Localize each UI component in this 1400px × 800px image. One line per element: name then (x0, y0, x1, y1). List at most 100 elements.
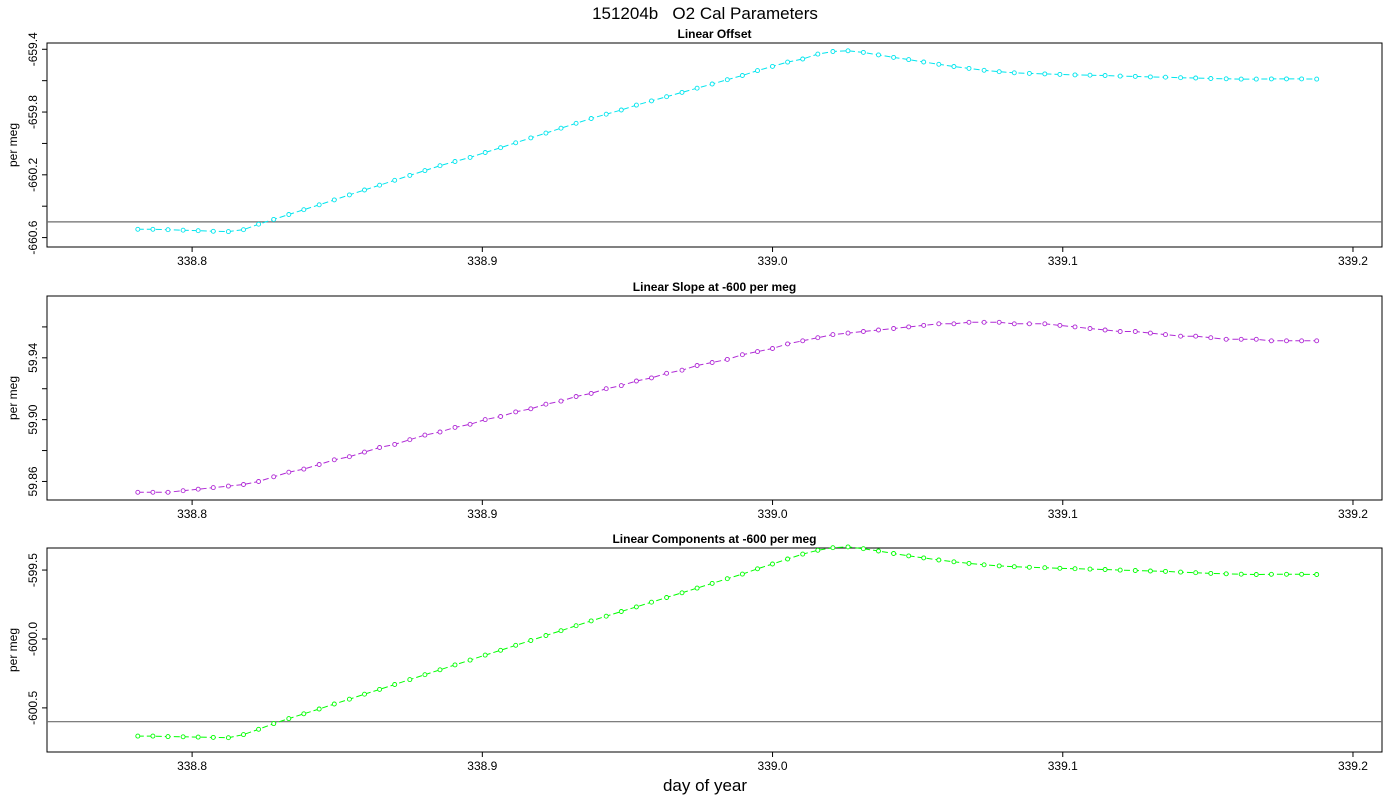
data-point (316, 462, 322, 467)
data-point (1163, 74, 1168, 80)
data-point (1072, 566, 1078, 572)
data-point (1223, 76, 1229, 82)
data-point (346, 454, 352, 460)
data-point (1314, 338, 1320, 344)
y-tick-label: -660.2 (26, 157, 40, 191)
figure-title: 151204b O2 Cal Parameters (592, 4, 818, 23)
data-point (1087, 72, 1093, 78)
data-point (951, 559, 957, 565)
panel-title: Linear Components at -600 per meg (612, 532, 816, 546)
data-point (800, 56, 806, 62)
data-point (724, 576, 730, 582)
data-point (195, 734, 201, 740)
data-point (1132, 568, 1138, 573)
data-point (694, 85, 700, 91)
data-point (755, 349, 760, 355)
data-point (271, 721, 277, 727)
data-point (498, 647, 504, 653)
data-point (1102, 327, 1108, 333)
data-point (1178, 333, 1184, 339)
x-tick-label: 339.1 (1048, 759, 1078, 773)
y-tick-label: -600.5 (26, 691, 40, 725)
data-point (1147, 568, 1153, 574)
data-point (1163, 332, 1168, 338)
y-axis-label: per meg (6, 628, 20, 672)
data-point (860, 546, 866, 552)
data-point (1208, 335, 1214, 341)
data-point (467, 657, 473, 663)
x-tick-label: 338.8 (177, 759, 207, 773)
data-point (1238, 336, 1244, 342)
data-point (377, 686, 383, 692)
data-point (150, 733, 156, 739)
data-point (210, 485, 216, 491)
data-point (256, 221, 262, 227)
data-point (1253, 76, 1259, 82)
data-point (135, 226, 141, 232)
data-point (1011, 321, 1017, 327)
data-point (482, 652, 488, 658)
data-point (558, 628, 564, 634)
x-tick-label: 338.8 (177, 254, 207, 268)
data-point (331, 457, 337, 463)
data-point (845, 330, 851, 336)
data-point (739, 571, 745, 577)
y-tick-label: -659.8 (26, 95, 40, 129)
data-point (664, 370, 670, 376)
data-point (1178, 569, 1184, 575)
data-point (618, 383, 624, 389)
data-point (1284, 338, 1289, 344)
data-point (331, 197, 337, 203)
data-point (1042, 71, 1048, 77)
data-point (739, 352, 745, 358)
x-tick-label: 338.9 (467, 507, 497, 521)
figure-xlabel: day of year (663, 776, 747, 795)
data-point (346, 696, 352, 702)
data-point (770, 63, 775, 69)
data-point (210, 734, 216, 740)
x-tick-label: 339.0 (758, 759, 788, 773)
data-point (785, 59, 791, 65)
data-point (1042, 321, 1048, 327)
x-tick-label: 338.9 (467, 759, 497, 773)
series-line (137, 321, 1317, 493)
data-point (603, 111, 609, 117)
data-point (709, 360, 715, 365)
data-point (1253, 572, 1259, 577)
data-point (301, 711, 307, 717)
data-point (513, 140, 519, 146)
y-tick-label: 59.90 (26, 404, 40, 434)
data-point (543, 130, 549, 136)
y-tick-label: -659.4 (26, 32, 40, 66)
data-point (377, 445, 383, 450)
y-axis-label: per meg (6, 123, 20, 167)
panel-title: Linear Slope at -600 per meg (633, 280, 796, 294)
data-point (755, 68, 760, 74)
data-point (452, 424, 458, 430)
data-point (1026, 564, 1032, 570)
data-point (316, 706, 322, 712)
data-point (891, 551, 897, 556)
x-tick-label: 339.2 (1338, 507, 1368, 521)
data-point (830, 49, 836, 54)
data-point (407, 677, 413, 683)
data-point (528, 135, 534, 141)
data-point (603, 613, 609, 619)
data-point (346, 192, 352, 198)
data-point (891, 54, 897, 60)
data-point (633, 604, 639, 610)
data-point (815, 335, 821, 341)
data-point (1072, 72, 1078, 78)
data-point (679, 89, 685, 95)
x-tick-label: 339.0 (758, 254, 788, 268)
series-line (137, 546, 1317, 739)
data-point (422, 432, 428, 438)
data-point (225, 735, 231, 741)
data-point (1299, 76, 1305, 82)
data-point (1011, 70, 1017, 76)
data-point (724, 77, 730, 83)
data-point (1193, 570, 1199, 576)
x-tick-label: 339.1 (1048, 254, 1078, 268)
data-point (1147, 330, 1153, 336)
